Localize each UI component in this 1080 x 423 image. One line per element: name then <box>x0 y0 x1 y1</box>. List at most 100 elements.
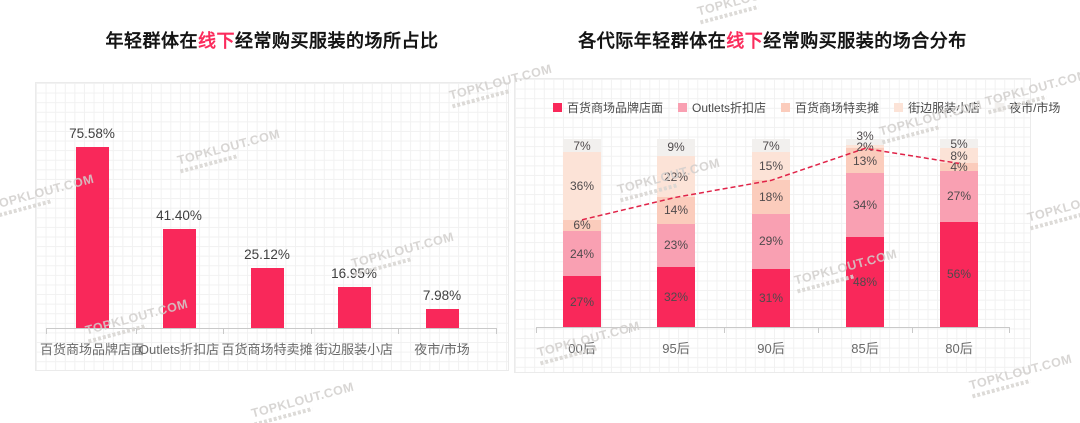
left-x-axis-tick-2 <box>223 328 224 334</box>
left-bar-value-label: 75.58% <box>69 126 115 142</box>
stack-segment-夜市/市场 <box>940 139 978 149</box>
legend-item-夜市/市场: 夜市/市场 <box>995 99 1060 116</box>
segment-value-label: 14% <box>663 203 689 218</box>
segment-value-label: 27% <box>569 294 595 309</box>
left-category-label: 百货商场特卖摊 <box>221 342 313 357</box>
left-category-label: 百货商场品牌店面 <box>39 342 144 357</box>
left-bar-百货商场特卖摊 <box>250 267 284 328</box>
left-title-prefix: 年轻群体在 <box>105 31 198 51</box>
legend-swatch-icon <box>894 103 904 112</box>
stack-segment-百货商场品牌店面 <box>940 221 978 327</box>
left-chart-title: 年轻群体在线下经常购买服装的场所占比 <box>35 30 509 53</box>
watermark-tagline-strip <box>1029 210 1080 231</box>
right-stacked-chart-panel: 百货商场品牌店面 Outlets折扣店 百货商场特卖摊 街边服装小店 夜市/市场 27% 2… <box>514 78 1060 373</box>
segment-value-label: 7% <box>762 138 780 153</box>
segment-value-label: 22% <box>663 169 689 184</box>
right-title-suffix: 经常购买服装的场合分布 <box>763 31 967 51</box>
right-x-axis-tick-2 <box>723 327 725 333</box>
right-x-axis <box>536 327 1009 328</box>
segment-value-label: 13% <box>852 153 878 168</box>
left-bar-value-label: 16.95% <box>331 266 377 282</box>
stack-segment-夜市/市场 <box>846 139 884 145</box>
stack-segment-百货商场品牌店面 <box>657 266 695 327</box>
left-bar-value-label: 41.40% <box>156 208 202 224</box>
legend-item-百货商场品牌店面: 百货商场品牌店面 <box>553 99 663 116</box>
stack-segment-Outlets折扣店 <box>657 223 695 267</box>
segment-value-label: 31% <box>758 290 784 305</box>
legend-swatch-icon <box>781 103 791 112</box>
left-bar-Outlets折扣店 <box>162 229 196 328</box>
stack-segment-Outlets折扣店 <box>752 214 790 269</box>
left-category-label: Outlets折扣店 <box>138 342 220 357</box>
right-category-label: 85后 <box>851 341 879 356</box>
watermark-9: TOPKLOUT.COM <box>1026 184 1080 231</box>
left-bar-value-label: 7.98% <box>422 287 462 303</box>
segment-value-label: 8% <box>950 148 968 163</box>
segment-value-label: 23% <box>663 238 689 253</box>
left-bar-百货商场品牌店面 <box>75 147 109 328</box>
legend-label: Outlets折扣店 <box>692 101 767 115</box>
left-bar-chart-panel: 75.58% 百货商场品牌店面 41.40% Outlets折扣店 25.12% 百货商场… <box>35 82 509 371</box>
segment-value-label: 36% <box>569 179 595 193</box>
right-chart-legend: 百货商场品牌店面 Outlets折扣店 百货商场特卖摊 街边服装小店 夜市/市场 <box>553 99 1060 116</box>
stack-segment-街边服装小店 <box>846 144 884 149</box>
right-title-highlight: 线下 <box>726 31 764 51</box>
legend-swatch-icon <box>678 103 688 112</box>
left-x-axis-tick-1 <box>135 328 137 334</box>
legend-item-街边服装小店: 街边服装小店 <box>894 99 980 116</box>
right-title-prefix: 各代际年轻群体在 <box>578 31 727 51</box>
left-category-label: 夜市/市场 <box>414 342 470 357</box>
segment-value-label: 3% <box>856 128 874 143</box>
segment-value-label: 6% <box>573 218 591 233</box>
watermark-tagline-strip <box>971 378 1031 399</box>
segment-value-label: 48% <box>852 274 878 289</box>
left-x-axis-tick-5 <box>496 328 497 334</box>
left-title-suffix: 经常购买服装的场所占比 <box>235 31 439 51</box>
legend-item-Outlets折扣店: Outlets折扣店 <box>678 99 766 116</box>
legend-item-百货商场特卖摊: 百货商场特卖摊 <box>781 99 879 116</box>
legend-swatch-icon <box>995 103 1005 112</box>
segment-value-label: 32% <box>663 289 689 304</box>
stack-segment-百货商场品牌店面 <box>563 276 601 327</box>
legend-label: 街边服装小店 <box>908 101 981 115</box>
left-title-highlight: 线下 <box>198 31 235 51</box>
left-category-label: 街边服装小店 <box>314 342 393 357</box>
left-bar-街边服装小店 <box>337 287 371 328</box>
left-x-axis-tick-0 <box>46 328 47 334</box>
legend-label: 百货商场特卖摊 <box>795 101 880 115</box>
stack-segment-百货商场特卖摊 <box>563 219 601 232</box>
left-x-axis-tick-4 <box>398 328 399 334</box>
segment-value-label: 5% <box>950 136 968 151</box>
legend-swatch-icon <box>553 103 562 112</box>
left-bar-夜市/市场 <box>425 308 459 328</box>
left-bar-value-label: 25.12% <box>244 246 290 262</box>
left-x-axis-tick-3 <box>310 328 312 334</box>
right-x-axis-tick-3 <box>818 327 819 333</box>
segment-value-label: 56% <box>946 267 972 282</box>
left-x-axis <box>46 328 496 329</box>
segment-value-label: 24% <box>569 246 595 261</box>
right-category-label: 80后 <box>945 341 973 356</box>
watermark-12: TOPKLOUT.COM <box>250 380 357 423</box>
segment-value-label: 18% <box>758 190 784 205</box>
watermark-5: TOPKLOUT.COM <box>696 0 803 25</box>
segment-value-label: 34% <box>852 197 878 212</box>
segment-value-label: 15% <box>758 159 784 174</box>
right-x-axis-tick-4 <box>912 327 913 333</box>
stack-segment-Outlets折扣店 <box>563 231 601 277</box>
right-x-axis-tick-0 <box>536 327 537 333</box>
right-category-label: 95后 <box>662 341 690 356</box>
segment-value-label: 27% <box>946 189 972 204</box>
right-category-label: 00后 <box>568 341 596 356</box>
legend-label: 夜市/市场 <box>1009 101 1061 115</box>
segment-value-label: 9% <box>667 140 685 155</box>
watermark-tagline-strip <box>699 4 759 25</box>
right-category-label: 90后 <box>757 341 785 356</box>
segment-value-label: 29% <box>758 234 784 249</box>
segment-value-label: 7% <box>573 138 591 153</box>
legend-label: 百货商场品牌店面 <box>567 101 664 115</box>
watermark-tagline-strip <box>253 406 313 423</box>
right-x-axis-tick-1 <box>629 327 630 333</box>
right-x-axis-tick-5 <box>1009 327 1010 333</box>
